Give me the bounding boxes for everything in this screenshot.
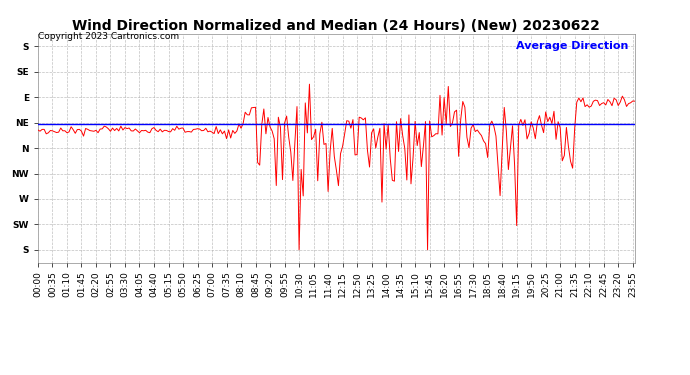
Text: Average Direction: Average Direction (516, 40, 629, 51)
Title: Wind Direction Normalized and Median (24 Hours) (New) 20230622: Wind Direction Normalized and Median (24… (72, 19, 600, 33)
Text: Copyright 2023 Cartronics.com: Copyright 2023 Cartronics.com (38, 32, 179, 41)
